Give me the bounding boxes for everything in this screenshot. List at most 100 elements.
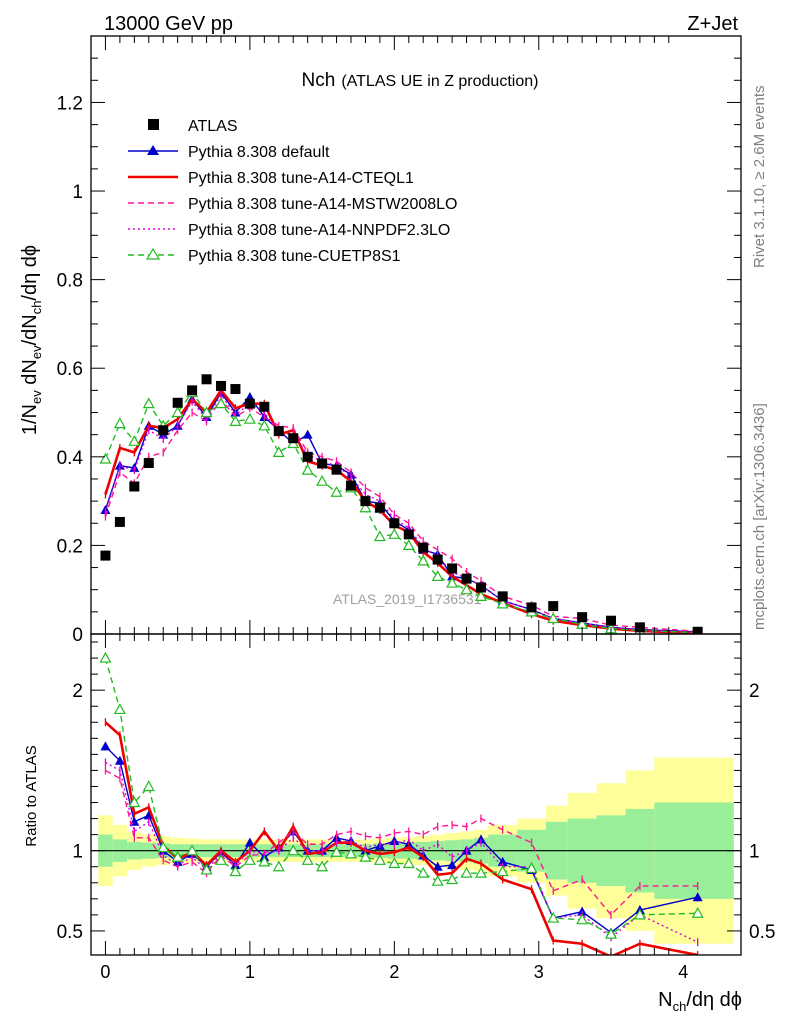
upper-y-tick-label: 1.2 <box>57 93 83 114</box>
legend-marker <box>145 247 161 260</box>
ratio-point-marker <box>157 841 170 853</box>
upper-point-marker <box>330 486 343 497</box>
ratio-point-marker <box>691 907 704 918</box>
upper-y-tick-label: 0.8 <box>57 271 83 292</box>
ratio-point-marker <box>114 755 125 765</box>
ratio-point-marker <box>359 850 372 862</box>
ratio-point-marker <box>258 855 271 867</box>
ratio-point-marker <box>496 865 509 877</box>
upper-point-marker <box>200 406 213 418</box>
ratio-point-marker <box>171 850 184 862</box>
upper-y-tick-label: 0.4 <box>57 448 84 469</box>
ratio-point-marker <box>547 911 560 923</box>
atlas-data-point <box>692 626 703 634</box>
x-tick-label: 4 <box>678 962 688 982</box>
ratio-point-marker <box>272 860 285 872</box>
upper-point-marker <box>171 406 184 418</box>
atlas-data-point <box>187 385 198 396</box>
upper-point-marker <box>402 539 415 551</box>
ratio-y-tick-label-right: 0.5 <box>749 922 775 943</box>
ratio-point-marker <box>128 796 141 808</box>
ratio-frame <box>90 633 742 956</box>
atlas-data-point <box>201 374 212 385</box>
atlas-data-point <box>374 502 385 513</box>
atlas-data-point <box>548 601 559 612</box>
ratio-point-marker <box>460 866 473 878</box>
ratio-point-marker <box>604 927 618 939</box>
legend-label: Pythia 8.308 tune-A14-CTEQL1 <box>188 170 414 187</box>
upper-point-marker <box>417 554 430 566</box>
atlas-data-point <box>346 480 356 491</box>
upper-point-marker <box>496 597 509 609</box>
atlas-data-point <box>360 496 371 507</box>
ratio-point-marker <box>200 863 213 875</box>
atlas-data-point <box>403 529 414 540</box>
x-tick-label: 0 <box>100 962 110 982</box>
atlas-data-point <box>259 401 270 412</box>
atlas-data-point <box>497 591 508 602</box>
upper-point-marker <box>258 419 271 431</box>
atlas-data-point <box>389 518 400 529</box>
legend-label: ATLAS <box>188 118 238 135</box>
ratio-series-line <box>104 721 698 955</box>
ratio-y-tick-label-left: 2 <box>72 681 83 702</box>
atlas-data-point <box>100 550 111 561</box>
upper-point-marker <box>302 429 313 439</box>
ratio-point-marker <box>431 874 444 886</box>
x-tick-label: 3 <box>534 962 544 982</box>
atlas-data-point <box>273 426 284 437</box>
header-process: Z+Jet <box>687 13 738 35</box>
upper-point-marker <box>446 576 459 588</box>
legend-entry: Pythia 8.308 tune-A14-NNPDF2.3LO <box>128 222 450 239</box>
atlas-data-point <box>216 380 226 391</box>
ratio-series-group <box>99 651 704 955</box>
ratio-point-marker <box>330 846 343 857</box>
ratio-point-marker <box>142 780 155 792</box>
upper-y-tick-label: 0 <box>72 625 83 646</box>
upper-point-marker <box>460 583 473 595</box>
upper-y-tick-label: 1 <box>72 182 83 203</box>
upper-point-marker <box>474 590 488 601</box>
upper-y-tick-label: 0.2 <box>57 536 83 557</box>
atlas-data-point <box>143 458 154 469</box>
upper-point-marker <box>99 452 112 464</box>
x-tick-label: 2 <box>389 962 399 982</box>
upper-point-marker <box>243 412 256 424</box>
ratio-point-marker <box>525 862 538 873</box>
legend-entry: Pythia 8.308 tune-CUETP8S1 <box>128 247 401 265</box>
legend-entry: Pythia 8.308 tune-A14-CTEQL1 <box>128 170 414 187</box>
legend-entry: ATLAS <box>148 118 238 135</box>
legend-entry: Pythia 8.308 default <box>128 144 330 161</box>
atlas-data-point <box>244 398 255 409</box>
atlas-data-point <box>172 397 183 408</box>
upper-series-line <box>104 393 698 634</box>
legend-label: Pythia 8.308 default <box>188 144 330 161</box>
header-energy: 13000 GeV pp <box>104 13 233 35</box>
ratio-point-marker <box>432 861 443 871</box>
ratio-y-tick-label-left: 0.5 <box>57 922 83 943</box>
upper-series-line <box>104 398 698 633</box>
ratio-series-line <box>104 745 698 934</box>
atlas-data-point <box>158 425 169 436</box>
upper-point-marker <box>301 463 314 475</box>
upper-point-marker <box>113 417 126 429</box>
ratio-y-tick-label-right: 1 <box>749 842 760 863</box>
atlas-points <box>100 374 703 634</box>
ratio-point-marker <box>576 913 589 925</box>
plot-title: Nch (ATLAS UE in Z production) <box>302 70 539 91</box>
ratio-point-marker <box>497 856 508 866</box>
ratio-point-marker <box>301 854 314 865</box>
legend-label: Pythia 8.308 tune-A14-MSTW2008LO <box>188 196 457 213</box>
upper-point-marker <box>373 530 386 542</box>
atlas-data-point <box>302 451 313 462</box>
plot-title-sub: (ATLAS UE in Z production) <box>341 73 538 90</box>
upper-point-marker <box>359 501 372 513</box>
ratio-series-line <box>105 769 698 916</box>
atlas-data-point <box>114 516 125 527</box>
atlas-data-point <box>432 554 443 565</box>
ratio-point-marker <box>388 857 401 869</box>
upper-point-marker <box>431 570 444 582</box>
legend-entry: Pythia 8.308 tune-A14-MSTW2008LO <box>128 196 457 213</box>
ratio-point-marker <box>373 854 386 865</box>
upper-point-marker <box>547 612 560 624</box>
